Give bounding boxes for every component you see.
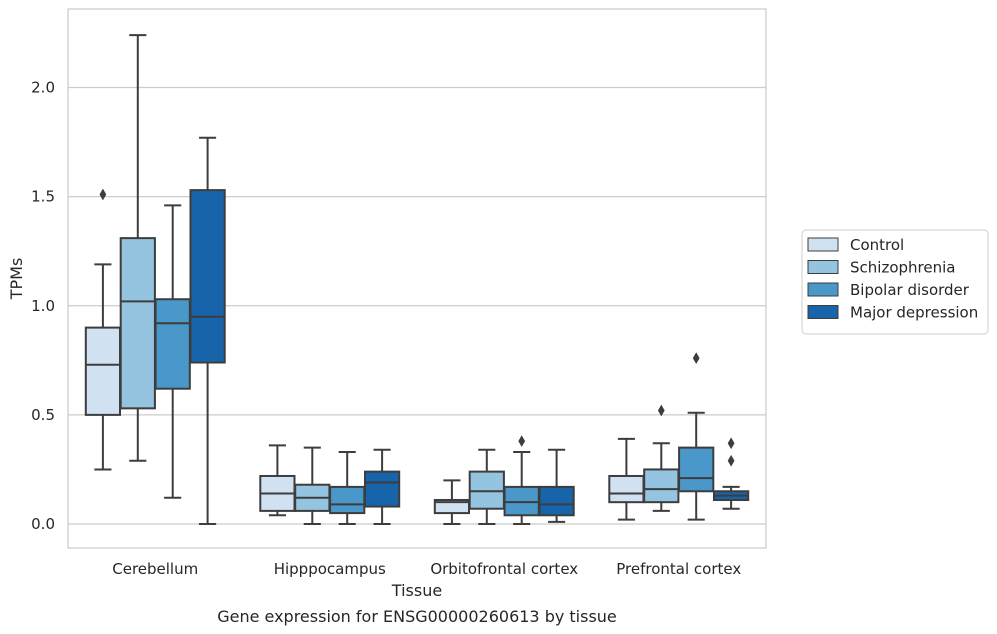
box-body	[84, 326, 122, 416]
box-body	[329, 485, 366, 515]
box-major-depression	[189, 136, 226, 525]
x-ticks: Cerebellum Hipppocampus Orbitofrontal cort…	[112, 560, 741, 578]
y-tick-label: 0.0	[31, 515, 55, 533]
outlier-point	[518, 435, 526, 447]
outlier-point	[99, 188, 107, 201]
box-body	[363, 470, 401, 508]
y-ticks: 0.0 0.5 1.0 1.5 2.0	[31, 79, 55, 533]
legend-label: Bipolar disorder	[850, 281, 970, 299]
outlier-point	[727, 454, 735, 467]
y-tick-label: 2.0	[31, 79, 55, 97]
legend-swatch	[807, 282, 839, 297]
box-body	[678, 446, 715, 493]
chart-caption: Gene expression for ENSG00000260613 by t…	[217, 607, 617, 626]
box-body	[189, 189, 226, 364]
legend-label: Schizophrenia	[850, 259, 955, 277]
outlier-point	[727, 437, 735, 450]
y-tick-label: 1.5	[31, 188, 55, 206]
box-bipolar-disorder	[154, 204, 191, 499]
legend-swatch	[807, 237, 839, 252]
box-control	[608, 437, 645, 521]
y-tick-label: 1.0	[31, 297, 55, 315]
y-tick-label: 0.5	[31, 406, 55, 424]
plot-frame	[67, 8, 767, 549]
box-control	[259, 444, 296, 517]
box-body	[608, 474, 645, 504]
box-body	[468, 470, 505, 510]
box-major-depression	[712, 437, 750, 510]
outlier-point	[657, 404, 665, 417]
legend: Control Schizophrenia Bipolar disorder Majo…	[801, 229, 989, 335]
x-tick-label: Cerebellum	[112, 560, 198, 578]
legend-label: Control	[850, 236, 904, 254]
legend-label: Major depression	[850, 304, 978, 322]
box-body	[154, 298, 191, 390]
box-bipolar-disorder	[678, 352, 715, 521]
box-major-depression	[363, 448, 401, 525]
box-body	[643, 468, 680, 504]
x-tick-label: Prefrontal cortex	[616, 560, 741, 578]
box-body	[119, 237, 156, 410]
box-control	[84, 188, 122, 471]
y-axis-label: TPMs	[7, 258, 26, 301]
box-bipolar-disorder	[503, 435, 540, 525]
box-schizophrenia	[468, 448, 505, 525]
box-control	[433, 479, 471, 525]
box-body	[538, 485, 575, 517]
boxes	[84, 34, 750, 525]
legend-swatch	[807, 305, 839, 319]
legend-frame	[801, 229, 989, 335]
x-tick-label: Orbitofrontal cortex	[430, 560, 578, 578]
x-axis-label: Tissue	[391, 581, 442, 600]
outlier-point	[692, 352, 700, 364]
box-body	[503, 485, 540, 517]
x-tick-label: Hipppocampus	[274, 560, 386, 578]
box-schizophrenia	[119, 34, 156, 462]
box-bipolar-disorder	[329, 450, 366, 525]
box-major-depression	[538, 448, 575, 523]
box-schizophrenia	[643, 404, 680, 512]
legend-swatch	[807, 260, 839, 274]
box-schizophrenia	[294, 446, 331, 525]
